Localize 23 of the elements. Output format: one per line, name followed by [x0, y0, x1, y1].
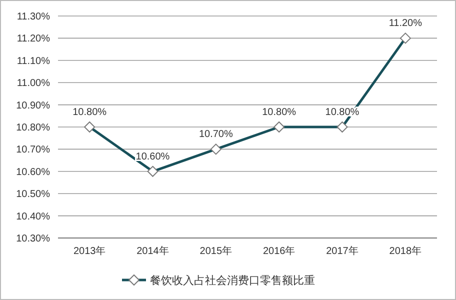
data-label: 11.20%	[388, 18, 422, 30]
y-tick-label: 11.30%	[16, 12, 50, 22]
legend-label: 餐饮收入占社会消费口零售额比重	[150, 274, 315, 287]
y-tick-label: 10.30%	[16, 234, 50, 244]
data-label: 10.80%	[72, 107, 107, 118]
y-tick-label: 10.80%	[16, 122, 50, 134]
y-tick-label: 11.00%	[16, 78, 50, 90]
y-tick-label: 10.70%	[16, 144, 50, 156]
y-tick-label: 10.60%	[16, 166, 50, 178]
x-tick-label: 2015年	[200, 245, 232, 257]
x-tick-label: 2017年	[326, 245, 358, 257]
data-label: 10.70%	[198, 129, 233, 140]
y-tick-label: 10.90%	[16, 100, 50, 112]
x-tick-label: 2018年	[389, 245, 422, 257]
x-tick-label: 2016年	[262, 245, 296, 257]
x-tick-label: 2014年	[136, 245, 169, 257]
x-tick-label: 2013年	[73, 245, 106, 257]
y-tick-label: 10.50%	[16, 189, 50, 200]
y-tick-label: 10.40%	[16, 211, 50, 222]
y-tick-label: 11.20%	[16, 34, 50, 45]
data-label: 10.60%	[136, 151, 170, 162]
y-tick-label: 11.10%	[16, 56, 50, 67]
data-label: 10.80%	[262, 107, 296, 118]
